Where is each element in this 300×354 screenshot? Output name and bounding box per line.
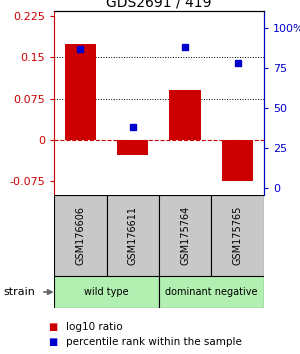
Bar (54, 276, 159, 308)
Text: ■: ■ (48, 337, 57, 347)
Text: GSM176611: GSM176611 (128, 206, 138, 265)
Bar (64, 44, 96, 140)
Text: GSM175764: GSM175764 (180, 206, 190, 265)
Bar (159, 276, 264, 308)
Text: GSM176606: GSM176606 (75, 206, 85, 265)
Text: percentile rank within the sample: percentile rank within the sample (66, 337, 242, 347)
Text: log10 ratio: log10 ratio (66, 322, 123, 332)
Text: dominant negative: dominant negative (165, 287, 258, 297)
Text: wild type: wild type (84, 287, 129, 297)
Title: GDS2691 / 419: GDS2691 / 419 (106, 0, 212, 10)
Text: ■: ■ (48, 322, 57, 332)
Text: GSM175765: GSM175765 (233, 206, 243, 265)
Text: strain: strain (3, 287, 35, 297)
Bar (159, 195, 211, 276)
Bar (54, 195, 106, 276)
Bar (169, 90, 201, 140)
Bar (212, 195, 264, 276)
Bar (117, 140, 148, 155)
Bar (222, 140, 254, 181)
Bar (106, 195, 159, 276)
